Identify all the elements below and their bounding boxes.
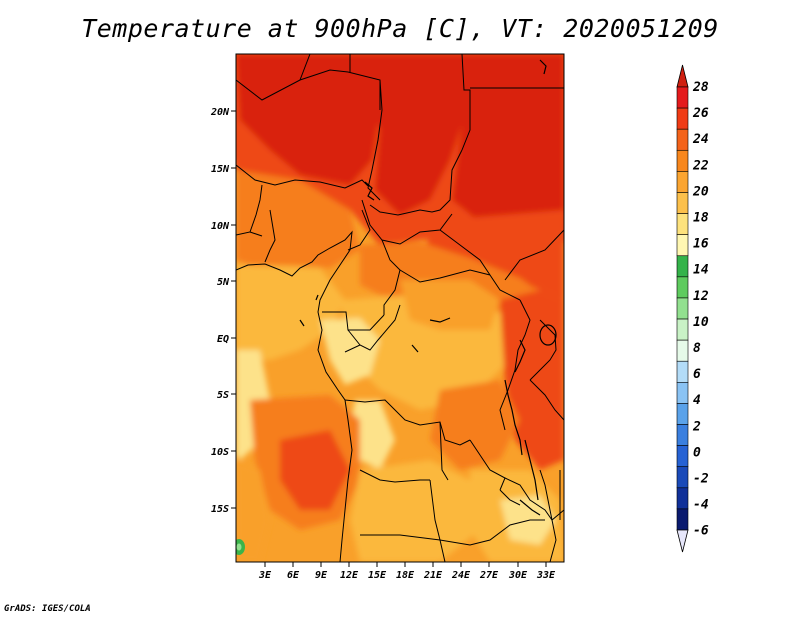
colorbar-label: 16 <box>693 237 709 252</box>
colorbar-segment <box>676 107 689 130</box>
lat-label: 20N <box>210 107 230 118</box>
colorbar-segment <box>676 234 689 257</box>
colorbar-segment <box>676 255 689 278</box>
colorbar-segment <box>676 360 689 383</box>
colorbar-label: -4 <box>693 498 709 513</box>
colorbar-label: 6 <box>693 367 701 382</box>
colorbar-segment <box>676 213 689 235</box>
colorbar-segment <box>676 171 689 193</box>
colorbar-segment <box>676 487 689 510</box>
colorbar-segment <box>676 149 689 172</box>
lon-label: 30E <box>508 570 528 581</box>
colorbar-segment <box>676 424 689 446</box>
lon-label: 3E <box>258 570 272 581</box>
lon-label: 24E <box>451 570 471 581</box>
lon-labels: 3E 6E 9E 12E 15E 18E 21E 24E 27E 30E 33E <box>258 570 556 581</box>
colorbar-label: 22 <box>692 158 709 173</box>
colorbar-label: 8 <box>693 341 701 356</box>
colorbar-label: 12 <box>693 289 709 304</box>
colorbar-label: 2 <box>692 419 701 434</box>
lon-label: 27E <box>479 570 499 581</box>
colorbar-label: 14 <box>693 263 709 278</box>
credit-text: GrADS: IGES/COLA <box>4 604 91 614</box>
colorbar-segment <box>676 403 689 425</box>
colorbar-segment <box>676 508 689 531</box>
lat-label: 15N <box>211 164 230 175</box>
colorbar-bottom-arrow <box>676 529 689 553</box>
lat-label: 5S <box>217 390 229 401</box>
lon-label: 6E <box>287 570 300 581</box>
colorbar-segment <box>676 86 689 109</box>
lon-label: 18E <box>396 570 415 581</box>
colorbar-segment <box>676 128 689 151</box>
lon-label: 15E <box>368 570 387 581</box>
colorbar-label: 10 <box>693 315 709 330</box>
colorbar-label: 26 <box>692 106 709 121</box>
lat-label: 5N <box>217 277 230 288</box>
lon-ticks <box>264 562 547 567</box>
colorbar-segment <box>676 297 689 320</box>
colorbar-label: 0 <box>693 445 701 460</box>
lat-label: 10S <box>211 447 229 458</box>
colorbar-segment <box>676 192 689 214</box>
colorbar-segment <box>676 318 689 341</box>
lat-label: EQ <box>217 334 229 345</box>
lat-ticks <box>231 110 236 509</box>
lon-label: 21E <box>423 570 443 581</box>
map-frame <box>235 53 565 563</box>
colorbar-label: 24 <box>692 132 709 147</box>
colorbar-segment <box>676 276 689 299</box>
colorbar-label: 4 <box>693 393 701 408</box>
temperature-field <box>236 54 564 562</box>
colorbar-label: -6 <box>693 524 709 539</box>
colorbar-segment <box>676 466 689 489</box>
colorbar-segment <box>676 445 689 468</box>
lakes <box>299 59 557 516</box>
colorbar-label: -2 <box>693 472 709 487</box>
colorbar-label: 18 <box>693 211 709 226</box>
map-title: Temperature at 900hPa [C], VT: 202005120… <box>81 14 719 43</box>
lon-label: 33E <box>536 570 556 581</box>
lon-label: 9E <box>315 570 328 581</box>
colorbar-segment <box>676 382 689 404</box>
lat-labels: 20N 15N 10N 5N EQ 5S 10S 15S <box>210 107 230 515</box>
lon-label: 12E <box>340 570 359 581</box>
colorbar-label: 20 <box>692 184 709 199</box>
colorbar-label: 28 <box>692 80 709 95</box>
colorbar-top-arrow <box>676 64 689 88</box>
colorbar-segment <box>676 339 689 362</box>
country-borders <box>236 54 564 562</box>
lat-label: 10N <box>211 221 230 232</box>
lat-label: 15S <box>211 504 229 515</box>
